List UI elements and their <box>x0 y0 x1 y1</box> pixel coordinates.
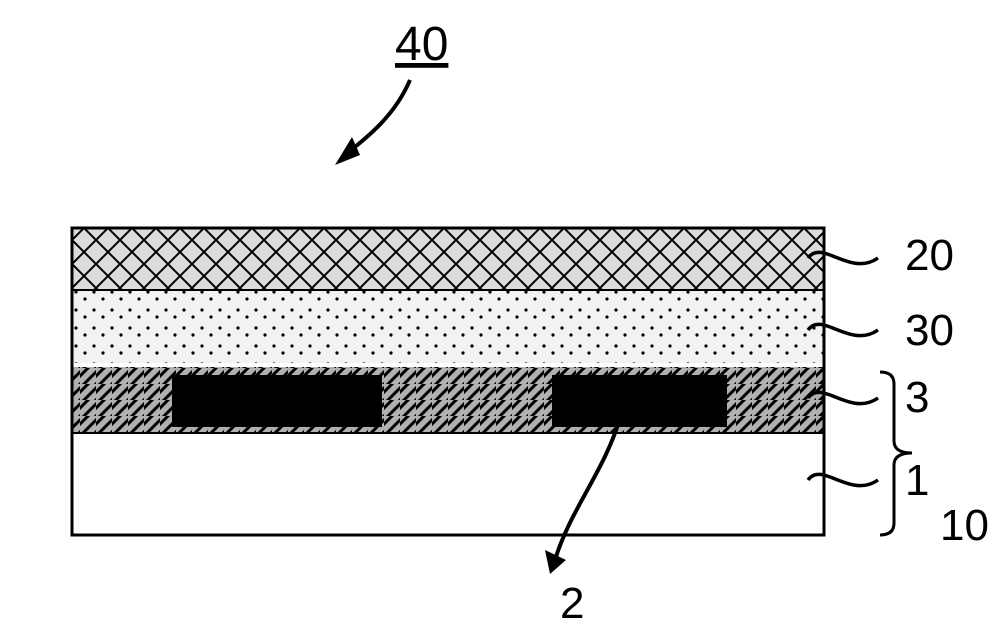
layer-20-label: 20 <box>905 231 954 280</box>
layer-20 <box>72 228 824 290</box>
layer-1-label: 1 <box>905 456 929 505</box>
insert-block-1 <box>552 375 727 427</box>
layer-30-label: 30 <box>905 306 954 355</box>
layer-30 <box>72 290 824 365</box>
layer-gap <box>72 363 824 367</box>
insert-block-0 <box>172 375 382 427</box>
layer-3-label: 3 <box>905 373 929 422</box>
figure-title: 40 <box>395 18 448 71</box>
insert-label: 2 <box>560 579 584 628</box>
group-label: 10 <box>940 501 989 550</box>
title-arrow-head <box>335 137 360 165</box>
layer-1 <box>72 433 824 535</box>
